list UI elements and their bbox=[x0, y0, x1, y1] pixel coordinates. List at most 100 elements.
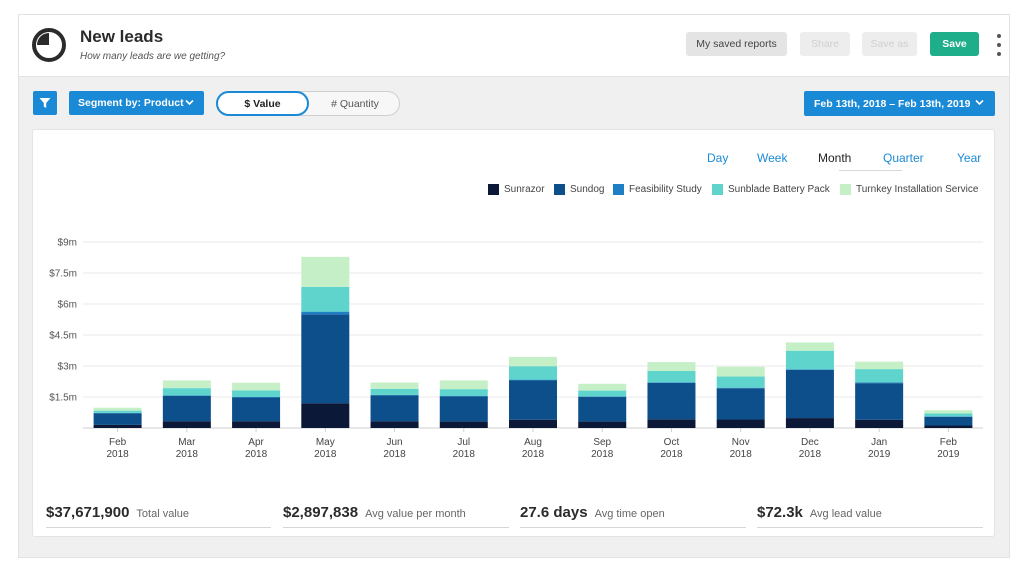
stat-avg-time-open: 27.6 days Avg time open bbox=[520, 504, 746, 528]
stat-value: $37,671,900 bbox=[46, 504, 129, 521]
bar-segment bbox=[232, 397, 280, 421]
bar-segment bbox=[163, 380, 211, 388]
period-quarter[interactable]: Quarter bbox=[883, 151, 924, 165]
bar-segment bbox=[924, 426, 972, 428]
save-as-button[interactable]: Save as bbox=[862, 32, 917, 56]
stat-value: $2,897,838 bbox=[283, 504, 358, 521]
period-week[interactable]: Week bbox=[757, 151, 787, 165]
legend-label: Sunrazor bbox=[504, 184, 545, 195]
bar-segment bbox=[232, 390, 280, 397]
bar-segment bbox=[371, 421, 419, 428]
bar-segment bbox=[301, 257, 349, 287]
bar-segment bbox=[786, 342, 834, 350]
x-tick-label: Feb bbox=[940, 437, 958, 448]
period-day[interactable]: Day bbox=[707, 151, 728, 165]
bar-segment bbox=[647, 371, 695, 382]
stat-avg-lead-value: $72.3k Avg lead value bbox=[757, 504, 983, 528]
stat-total-value: $37,671,900 Total value bbox=[46, 504, 271, 528]
stat-avg-value-per-month: $2,897,838 Avg value per month bbox=[283, 504, 509, 528]
save-button[interactable]: Save bbox=[930, 32, 979, 56]
bar-segment bbox=[717, 377, 765, 388]
report-header: New leads How many leads are we getting?… bbox=[19, 15, 1009, 77]
bar-segment bbox=[924, 417, 972, 426]
bar-segment bbox=[371, 383, 419, 389]
x-tick-label: Jul bbox=[457, 437, 470, 448]
bar-segment bbox=[371, 389, 419, 395]
chart-card: Day Week Month Quarter Year Sunrazor Sun… bbox=[32, 129, 995, 537]
legend-swatch bbox=[488, 184, 499, 195]
period-month[interactable]: Month bbox=[818, 151, 851, 165]
date-range-picker[interactable]: Feb 13th, 2018 – Feb 13th, 2019 bbox=[804, 91, 995, 116]
toggle-value-option[interactable]: $ Value bbox=[216, 91, 309, 116]
bar-segment bbox=[163, 421, 211, 428]
bar-segment bbox=[717, 420, 765, 428]
stat-label: Avg lead value bbox=[810, 508, 882, 520]
filter-button[interactable] bbox=[33, 91, 57, 115]
x-tick-label: 2018 bbox=[383, 449, 406, 460]
x-tick-label: Aug bbox=[524, 437, 542, 448]
bar-segment bbox=[509, 420, 557, 428]
bar-segment bbox=[786, 370, 834, 418]
legend-item-sundog: Sundog bbox=[554, 183, 604, 195]
x-tick-label: Oct bbox=[664, 437, 680, 448]
bar-segment bbox=[163, 395, 211, 396]
date-range-label: Feb 13th, 2018 – Feb 13th, 2019 bbox=[814, 98, 970, 110]
bar-segment bbox=[94, 408, 142, 411]
segment-by-dropdown[interactable]: Segment by: Product bbox=[69, 91, 204, 115]
report-frame: New leads How many leads are we getting?… bbox=[18, 14, 1010, 558]
bar-segment bbox=[301, 287, 349, 312]
bar-segment bbox=[440, 396, 488, 421]
bar-segment bbox=[786, 418, 834, 428]
bar-segment bbox=[717, 367, 765, 377]
bar-segment bbox=[163, 396, 211, 421]
bar-segment bbox=[509, 366, 557, 379]
x-tick-label: 2019 bbox=[868, 449, 891, 460]
my-saved-reports-button[interactable]: My saved reports bbox=[686, 32, 787, 56]
legend-swatch bbox=[554, 184, 565, 195]
bar-segment bbox=[647, 382, 695, 383]
share-button[interactable]: Share bbox=[800, 32, 850, 56]
toggle-quantity-option[interactable]: # Quantity bbox=[309, 91, 401, 116]
period-year[interactable]: Year bbox=[957, 151, 981, 165]
stat-label: Avg time open bbox=[595, 508, 665, 520]
bar-segment bbox=[440, 389, 488, 396]
y-tick-label: $3m bbox=[58, 362, 77, 373]
bar-segment bbox=[717, 388, 765, 389]
x-tick-label: 2018 bbox=[106, 449, 129, 460]
value-quantity-toggle: $ Value # Quantity bbox=[216, 91, 400, 116]
y-tick-label: $4.5m bbox=[49, 331, 77, 342]
bar-segment bbox=[647, 383, 695, 419]
lead-value-bar-chart: $1.5m$3m$4.5m$6m$7.5m$9mFeb2018Mar2018Ap… bbox=[33, 222, 994, 462]
legend-item-feasibility-study: Feasibility Study bbox=[613, 183, 702, 195]
y-tick-label: $6m bbox=[58, 300, 77, 311]
bar-segment bbox=[855, 362, 903, 369]
legend-swatch bbox=[613, 184, 624, 195]
legend-label: Turnkey Installation Service bbox=[856, 184, 978, 195]
bar-segment bbox=[578, 422, 626, 428]
bar-segment bbox=[578, 397, 626, 422]
legend-label: Sundog bbox=[570, 184, 604, 195]
bar-segment bbox=[924, 413, 972, 416]
chevron-down-icon bbox=[975, 99, 984, 106]
bar-segment bbox=[717, 388, 765, 419]
x-tick-label: Dec bbox=[801, 437, 819, 448]
bar-segment bbox=[371, 395, 419, 421]
bar-segment bbox=[94, 413, 142, 425]
bar-segment bbox=[855, 369, 903, 382]
x-tick-label: Apr bbox=[248, 437, 264, 448]
bar-segment bbox=[509, 380, 557, 381]
more-options-icon[interactable] bbox=[996, 34, 1002, 56]
x-tick-label: 2018 bbox=[522, 449, 545, 460]
bar-segment bbox=[647, 419, 695, 428]
bar-segment bbox=[301, 314, 349, 403]
filter-icon bbox=[39, 97, 51, 109]
bar-segment bbox=[578, 384, 626, 391]
pie-logo-icon bbox=[31, 27, 67, 63]
legend-item-sunrazor: Sunrazor bbox=[488, 183, 545, 195]
x-tick-label: 2019 bbox=[937, 449, 960, 460]
stat-label: Avg value per month bbox=[365, 508, 466, 520]
bar-segment bbox=[855, 383, 903, 420]
x-tick-label: 2018 bbox=[245, 449, 268, 460]
x-tick-label: Sep bbox=[593, 437, 611, 448]
bar-segment bbox=[855, 420, 903, 428]
